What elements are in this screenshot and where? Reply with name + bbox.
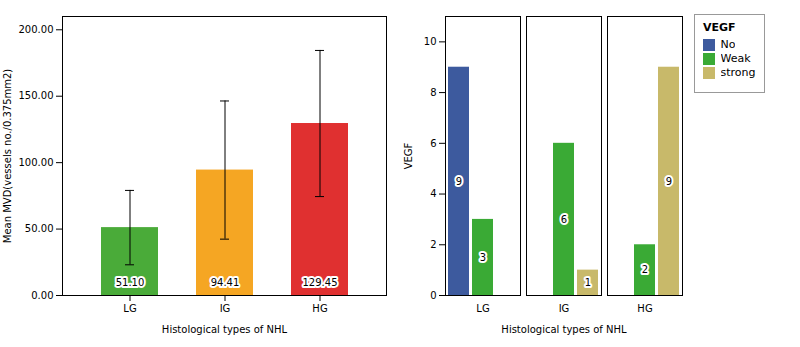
svg-text:1: 1 <box>585 277 591 288</box>
svg-text:200.00: 200.00 <box>19 24 54 35</box>
html-text:No: No <box>720 38 736 51</box>
svg-text:3: 3 <box>480 252 486 263</box>
svg-text:Mean MVD(vessels no./0.375mm2): Mean MVD(vessels no./0.375mm2) <box>2 69 13 244</box>
svg-text:129.45: 129.45 <box>303 277 338 288</box>
svg-text:150.00: 150.00 <box>19 90 54 101</box>
svg-text:6: 6 <box>561 214 567 225</box>
svg-text:Histological types of NHL: Histological types of NHL <box>501 324 627 335</box>
svg-text:0.00: 0.00 <box>31 290 53 301</box>
svg-text:50.00: 50.00 <box>25 223 54 234</box>
html-text:VEGF: VEGF <box>703 21 736 34</box>
svg-text:9: 9 <box>666 176 672 187</box>
svg-text:HG: HG <box>637 303 652 314</box>
svg-text:IG: IG <box>220 303 231 314</box>
svg-text:2: 2 <box>430 239 436 250</box>
svg-text:94.41: 94.41 <box>211 277 240 288</box>
html-text:Weak: Weak <box>720 52 751 65</box>
svg-text:51.10: 51.10 <box>116 277 145 288</box>
svg-text:6: 6 <box>430 138 436 149</box>
svg-text:IG: IG <box>559 303 570 314</box>
svg-text:100.00: 100.00 <box>19 157 54 168</box>
svg-text:2: 2 <box>642 264 648 275</box>
svg-text:LG: LG <box>123 303 136 314</box>
svg-text:4: 4 <box>430 188 436 199</box>
svg-text:LG: LG <box>476 303 489 314</box>
html-text:strong: strong <box>720 66 756 79</box>
svg-text:8: 8 <box>430 87 436 98</box>
svg-text:9: 9 <box>456 176 462 187</box>
svg-text:VEGF: VEGF <box>403 142 414 169</box>
svg-text:10: 10 <box>424 36 437 47</box>
svg-text:0: 0 <box>430 290 436 301</box>
svg-text:HG: HG <box>312 303 327 314</box>
svg-text:Histological types of NHL: Histological types of NHL <box>162 324 288 335</box>
